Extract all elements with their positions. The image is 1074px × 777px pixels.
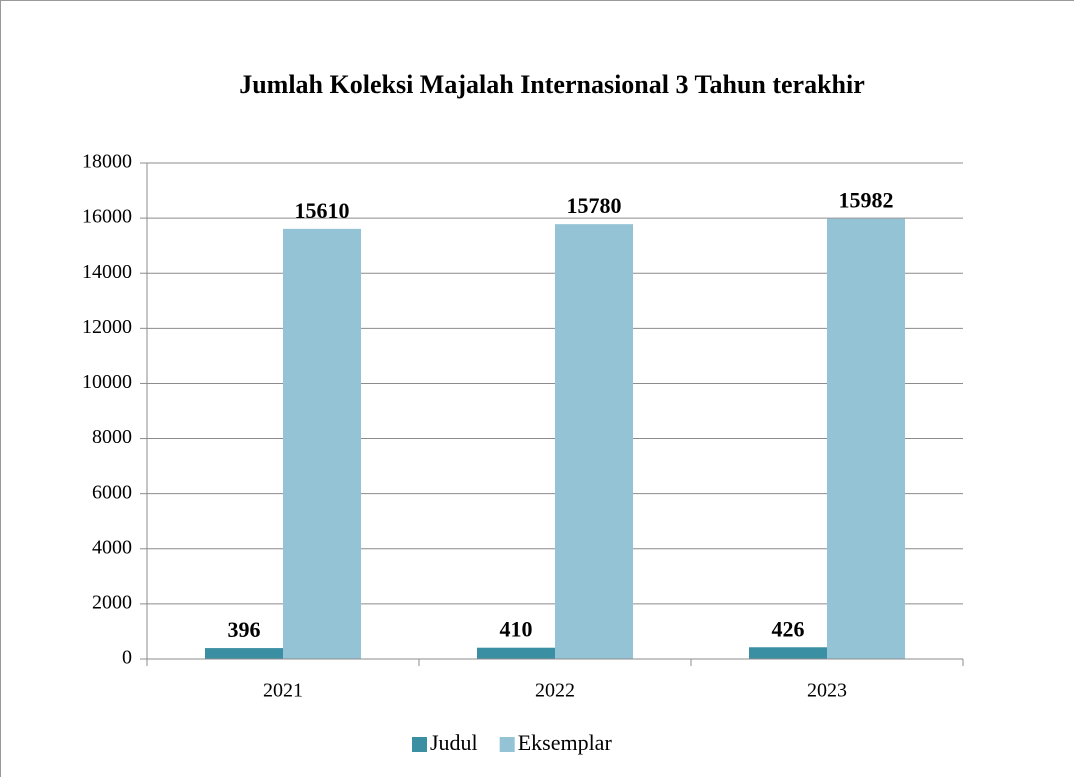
value-label: 410 — [500, 617, 533, 642]
value-label: 15982 — [839, 188, 894, 213]
bar — [749, 647, 827, 659]
y-tick-label: 14000 — [82, 261, 132, 283]
y-tick-label: 4000 — [92, 536, 132, 558]
chart-title: Jumlah Koleksi Majalah Internasional 3 T… — [239, 70, 865, 99]
legend-label: Eksemplar — [518, 730, 613, 755]
legend-swatch — [412, 737, 427, 752]
value-label: 396 — [228, 617, 261, 642]
y-tick-label: 6000 — [92, 481, 132, 503]
x-tick-label: 2022 — [535, 680, 575, 702]
y-tick-label: 12000 — [82, 316, 132, 338]
bar — [477, 647, 555, 659]
y-tick-label: 0 — [122, 647, 132, 669]
y-tick-label: 16000 — [82, 206, 132, 228]
bar — [555, 224, 633, 659]
bar — [205, 648, 283, 659]
y-tick-label: 18000 — [82, 151, 132, 173]
bar — [827, 218, 905, 659]
y-tick-label: 2000 — [92, 591, 132, 613]
x-tick-label: 2021 — [263, 680, 303, 702]
bar — [283, 228, 361, 659]
value-label: 426 — [772, 616, 805, 641]
y-tick-label: 10000 — [82, 371, 132, 393]
legend-label: Judul — [430, 730, 478, 755]
x-tick-label: 2023 — [807, 680, 847, 702]
y-tick-label: 8000 — [92, 426, 132, 448]
value-label: 15610 — [295, 198, 350, 223]
value-label: 15780 — [567, 193, 622, 218]
legend-swatch — [499, 737, 515, 752]
